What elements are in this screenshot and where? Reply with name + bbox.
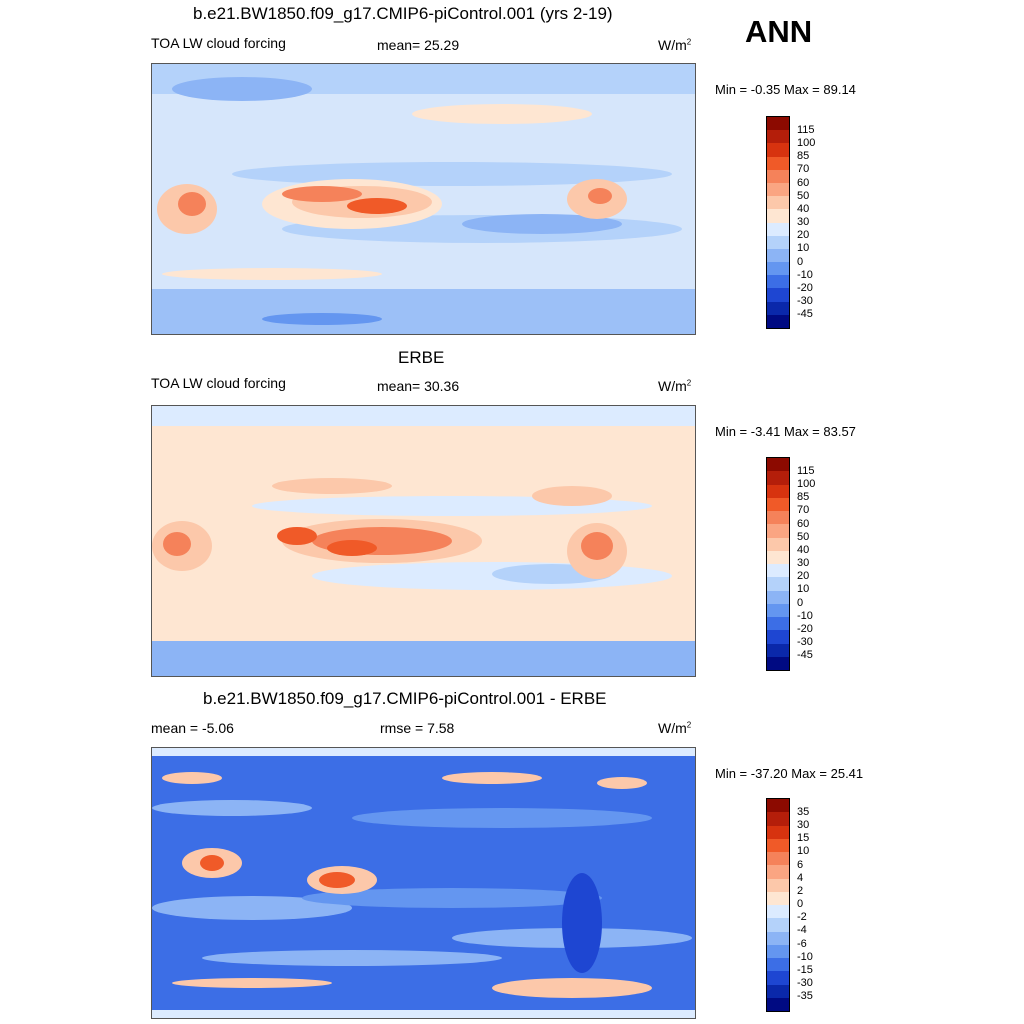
panel1-title: b.e21.BW1850.f09_g17.CMIP6-piControl.001…	[193, 4, 613, 23]
season-label: ANN	[745, 14, 813, 49]
panel1-cbar-tick: 40	[797, 203, 810, 215]
panel2-units: W/m2	[658, 378, 692, 394]
panel2-cbar-tick: 100	[797, 478, 816, 490]
panel3-title: b.e21.BW1850.f09_g17.CMIP6-piControl.001…	[203, 689, 607, 708]
panel3-cbar-tick: 30	[797, 819, 810, 831]
panel1-cbar-tick: 30	[797, 216, 810, 228]
panel1-cbar-tick: 50	[797, 190, 810, 202]
panel2-minmax: Min = -3.41 Max = 83.57	[715, 424, 856, 439]
panel3-map	[151, 747, 696, 1019]
panel3-rmse-label: rmse = 7.58	[380, 720, 455, 736]
panel1-cbar-tick: 10	[797, 242, 810, 254]
panel3-cbar-tick: -35	[797, 990, 813, 1002]
panel2-map-svg	[152, 406, 695, 676]
panel1-cbar-tick: 20	[797, 229, 810, 241]
panel2-cbar-tick: -10	[797, 610, 813, 622]
panel1-colorbar	[766, 116, 790, 329]
panel1-cbar-tick: 0	[797, 256, 804, 268]
panel3-cbar-tick: 35	[797, 806, 810, 818]
panel3-cbar-tick: 4	[797, 872, 804, 884]
panel2-cbar-tick: 60	[797, 518, 810, 530]
panel1-cbar-tick: 100	[797, 137, 816, 149]
panel3-cbar-tick: -2	[797, 911, 807, 923]
panel3-cbar-tick: 0	[797, 898, 804, 910]
panel3-minmax: Min = -37.20 Max = 25.41	[715, 766, 864, 781]
panel2-mean-label: mean= 30.36	[377, 378, 460, 394]
panel1-cbar-tick: -30	[797, 295, 813, 307]
panel2-map	[151, 405, 696, 677]
panel3-cbar-tick: 6	[797, 859, 804, 871]
panel1-cbar-tick: 85	[797, 150, 810, 162]
panel2-cbar-tick: -30	[797, 636, 813, 648]
panel3-units: W/m2	[658, 720, 692, 736]
panel3-cbar-tick: -15	[797, 964, 813, 976]
panel3-cbar-tick: -10	[797, 951, 813, 963]
panel2-cbar-tick: 10	[797, 583, 810, 595]
panel2-cbar-tick: 50	[797, 531, 810, 543]
panel2-cbar-tick: -20	[797, 623, 813, 635]
panel2-cbar-tick: 30	[797, 557, 810, 569]
panel1-cbar-tick: 115	[797, 124, 815, 136]
panel2-cbar-tick: 20	[797, 570, 810, 582]
panel3-cbar-tick: -4	[797, 924, 807, 936]
panel1-cbar-tick: -45	[797, 308, 813, 320]
panel2-cbar-tick: -45	[797, 649, 813, 661]
panel1-left-label: TOA LW cloud forcing	[151, 35, 286, 51]
panel1-cbar-tick: -20	[797, 282, 813, 294]
panel3-mean-label: mean = -5.06	[151, 720, 234, 736]
panel1-cbar-tick: 70	[797, 163, 810, 175]
panel2-cbar-tick: 85	[797, 491, 810, 503]
panel1-minmax: Min = -0.35 Max = 89.14	[715, 82, 856, 97]
panel3-colorbar	[766, 798, 790, 1012]
panel1-map-svg	[152, 64, 695, 334]
panel2-colorbar	[766, 457, 790, 671]
panel2-title: ERBE	[398, 348, 445, 367]
panel3-cbar-tick: 2	[797, 885, 804, 897]
panel3-cbar-tick: -30	[797, 977, 813, 989]
panel2-cbar-tick: 40	[797, 544, 810, 556]
panel3-cbar-tick: -6	[797, 938, 807, 950]
panel1-mean-label: mean= 25.29	[377, 37, 460, 53]
panel1-cbar-tick: 60	[797, 177, 810, 189]
panel2-cbar-tick: 0	[797, 597, 804, 609]
panel3-map-svg	[152, 748, 695, 1018]
panel1-units: W/m2	[658, 37, 692, 53]
panel1-cbar-tick: -10	[797, 269, 813, 281]
panel3-cbar-tick: 10	[797, 845, 810, 857]
panel2-left-label: TOA LW cloud forcing	[151, 375, 286, 391]
panel3-cbar-tick: 15	[797, 832, 810, 844]
panel2-cbar-tick: 115	[797, 465, 815, 477]
panel2-cbar-tick: 70	[797, 504, 810, 516]
panel1-map	[151, 63, 696, 335]
